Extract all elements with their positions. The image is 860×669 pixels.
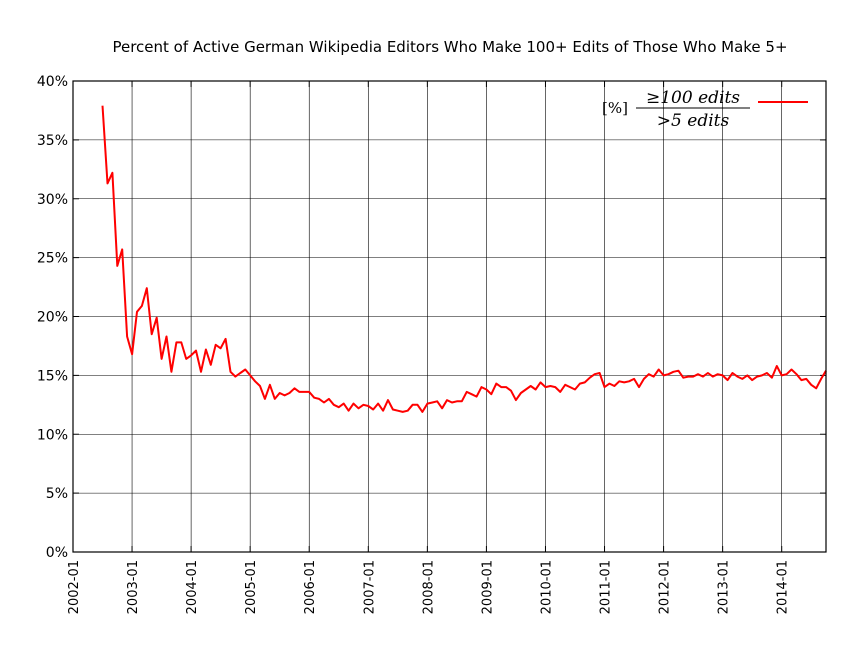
y-tick-label: 30%	[37, 192, 68, 208]
grid-lines	[73, 81, 826, 552]
x-tick-label: 2007-01	[362, 560, 377, 614]
y-tick-label: 0%	[46, 545, 68, 561]
x-axis: 2002-01 2003-01 2004-01 2005-01 2006-01 2007-…	[67, 81, 791, 614]
x-tick-label: 2005-01	[244, 560, 259, 614]
y-tick-label: 25%	[37, 251, 68, 267]
legend-denominator: >5 edits	[657, 111, 730, 131]
legend-unit: [%]	[602, 99, 628, 117]
y-axis: 0% 5% 10% 15% 20% 25% 30% 35% 40%	[37, 74, 826, 561]
x-tick-label: 2009-01	[480, 560, 495, 614]
x-tick-label: 2014-01	[776, 560, 791, 614]
y-tick-label: 20%	[37, 310, 68, 326]
chart-title: Percent of Active German Wikipedia Edito…	[112, 38, 787, 56]
x-tick-label: 2011-01	[599, 560, 614, 614]
x-tick-label: 2006-01	[303, 560, 318, 614]
legend-numerator: ≥100 edits	[646, 88, 740, 108]
x-tick-label: 2013-01	[717, 560, 732, 614]
y-tick-label: 5%	[46, 486, 68, 502]
x-tick-label: 2002-01	[67, 560, 82, 614]
plot-frame	[72, 80, 827, 553]
y-tick-label: 10%	[37, 427, 68, 443]
legend: [%] ≥100 edits >5 edits	[602, 88, 808, 131]
series-line	[101, 105, 827, 413]
x-tick-label: 2008-01	[421, 560, 436, 614]
y-tick-label: 15%	[37, 368, 68, 384]
x-tick-label: 2003-01	[126, 560, 141, 614]
x-tick-label: 2004-01	[185, 560, 200, 614]
x-tick-label: 2012-01	[658, 560, 673, 614]
y-tick-label: 40%	[37, 74, 68, 90]
y-tick-label: 35%	[37, 133, 68, 149]
x-tick-label: 2010-01	[539, 560, 554, 614]
